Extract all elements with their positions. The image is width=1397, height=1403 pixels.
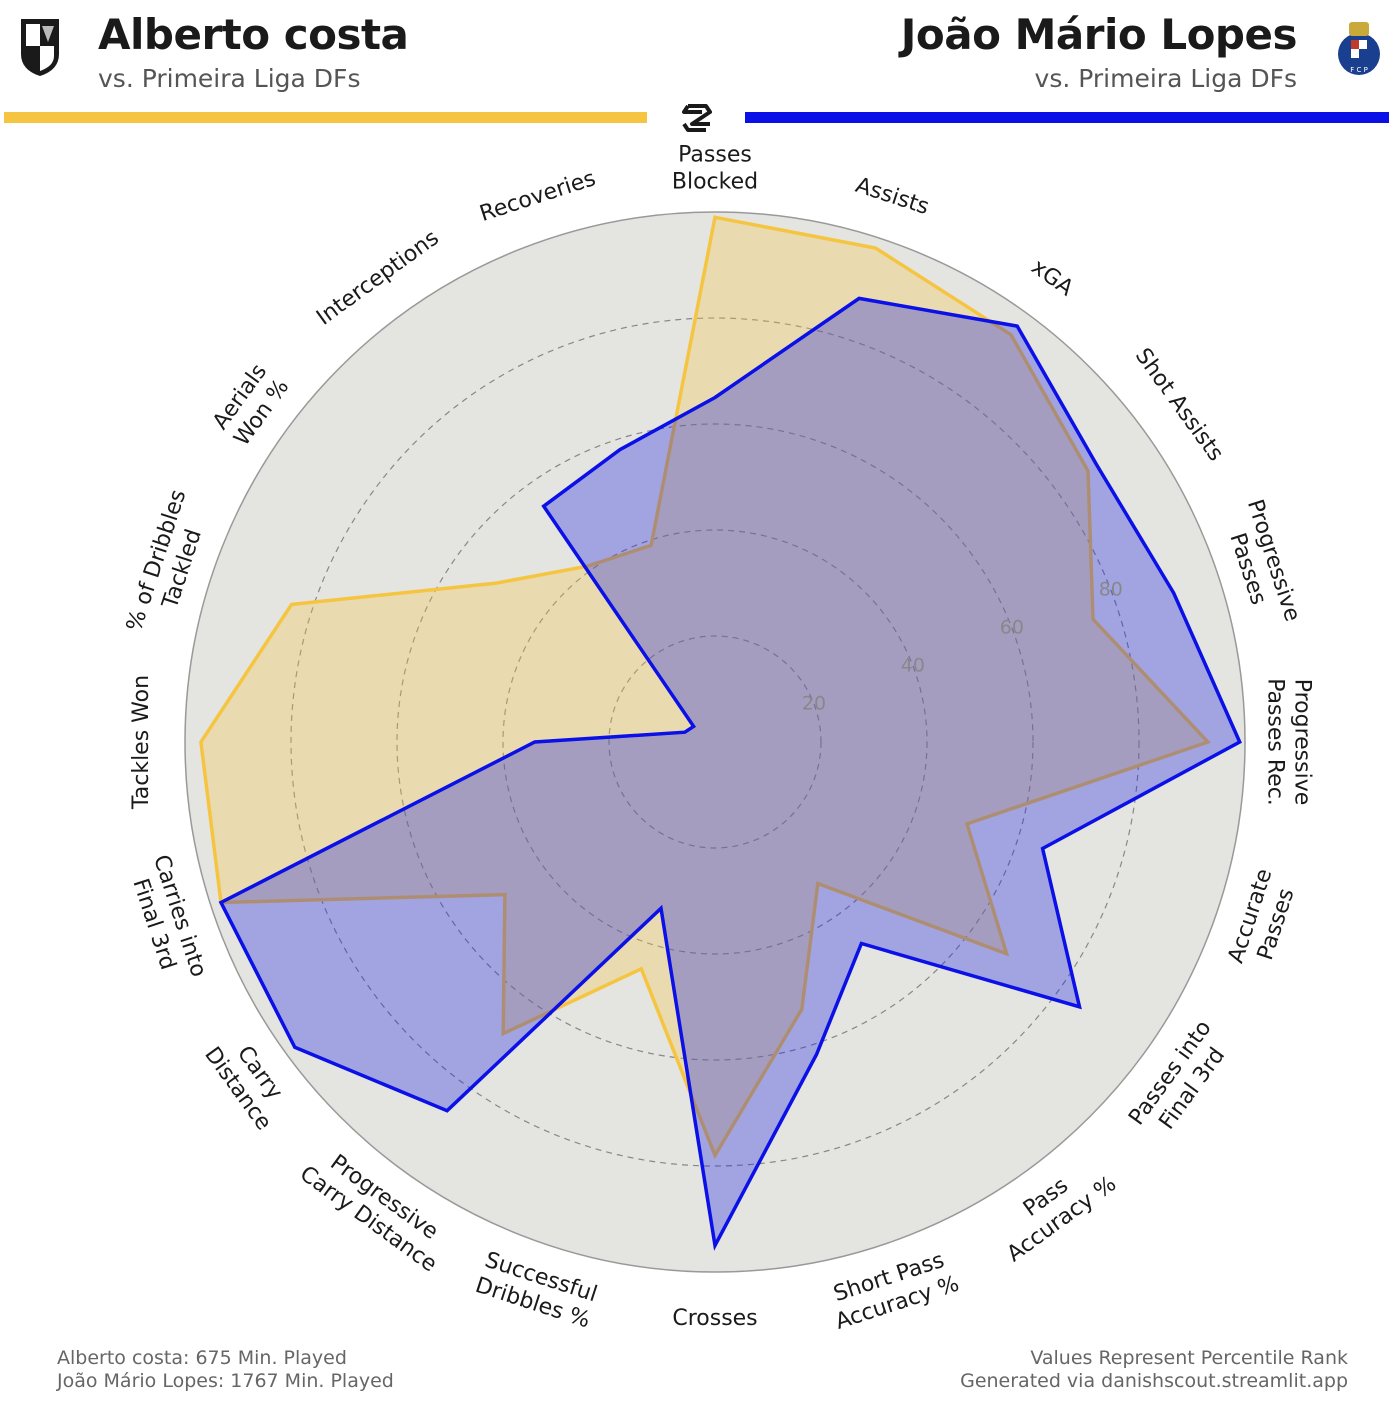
- footer-generated-by: Generated via danishscout.streamlit.app: [960, 1370, 1348, 1392]
- axis-label: Recoveries: [477, 166, 599, 227]
- axis-label: Crosses: [672, 1306, 757, 1330]
- series-polygon-1: [199, 215, 1212, 1160]
- left-player-subtitle: vs. Primeira Liga DFs: [98, 64, 361, 93]
- right-player-color-bar: [745, 112, 1389, 123]
- footer-percentile-note: Values Represent Percentile Rank: [1030, 1347, 1348, 1369]
- axis-label: xGA: [1027, 255, 1078, 302]
- ring-tick-label: 20: [802, 693, 826, 715]
- axis-label: Carries intoFinal 3rd: [122, 852, 211, 989]
- axis-label: ProgressivePasses Rec.: [1263, 678, 1315, 806]
- radar-grid-ring: [290, 317, 1140, 1167]
- axis-label: AccuratePasses: [1224, 866, 1304, 975]
- radar-grid-ring: [502, 529, 928, 955]
- axis-label: Tackles Won: [129, 675, 154, 810]
- header: Alberto costa vs. Primeira Liga DFs João…: [0, 0, 1397, 132]
- ring-tick-label: 60: [1000, 617, 1024, 639]
- ring-tick-label: 80: [1099, 579, 1123, 601]
- footer-credits: Values Represent Percentile Rank Generat…: [960, 1347, 1348, 1393]
- footer-minutes-right-player: João Mário Lopes: 1767 Min. Played: [57, 1370, 394, 1392]
- left-player-name: Alberto costa: [98, 10, 409, 59]
- right-player-subtitle: vs. Primeira Liga DFs: [1034, 64, 1297, 93]
- vitoria-crest-icon: [21, 19, 59, 76]
- footer-minutes-left-player: Alberto costa: 675 Min. Played: [57, 1347, 347, 1369]
- footer-minutes: Alberto costa: 675 Min. Played João Mári…: [57, 1347, 394, 1393]
- svg-text:F C P: F C P: [1350, 66, 1368, 74]
- radar-grid-ring: [396, 423, 1034, 1061]
- series-polygon-2: [218, 296, 1242, 1251]
- porto-crest-icon: F C P: [1338, 22, 1380, 75]
- danishscout-logo-icon: [682, 104, 712, 132]
- right-player-name: João Mário Lopes: [900, 10, 1298, 59]
- radar-grid-ring: [608, 635, 822, 849]
- axis-label: Assists: [852, 173, 932, 220]
- left-player-color-bar: [4, 112, 647, 123]
- radar-background: [184, 211, 1246, 1273]
- axis-label: Passes Blocked: [672, 143, 758, 195]
- axis-label: SuccessfulDribbles %: [472, 1247, 601, 1330]
- axis-label: Short PassAccuracy %: [824, 1246, 962, 1330]
- ring-tick-label: 40: [901, 655, 925, 677]
